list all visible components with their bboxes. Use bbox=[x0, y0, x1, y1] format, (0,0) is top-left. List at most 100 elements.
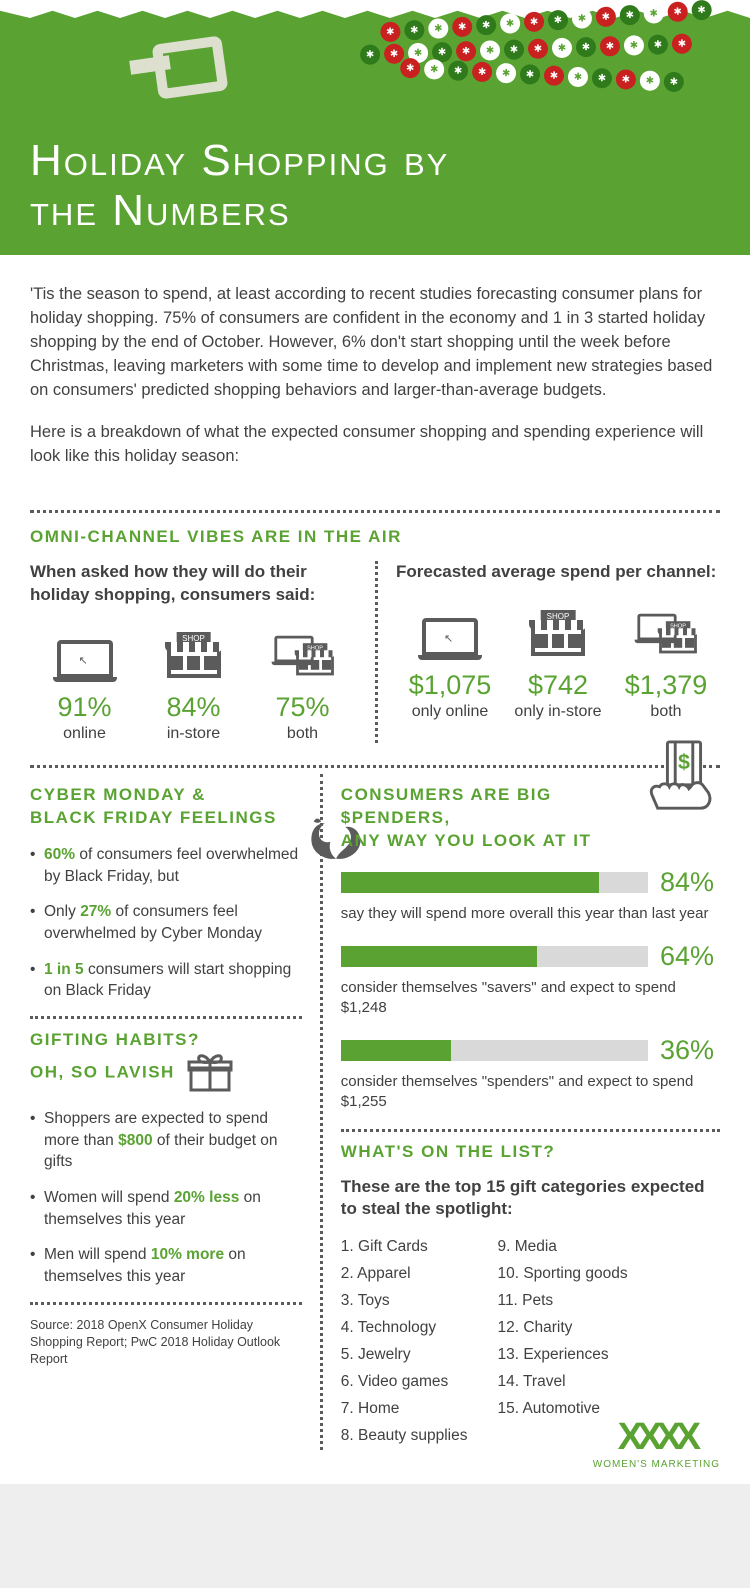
page-title: Holiday Shopping by the Numbers bbox=[30, 136, 449, 237]
bullet-item: Women will spend 20% less on themselves … bbox=[30, 1187, 302, 1230]
source-citation: Source: 2018 OpenX Consumer Holiday Shop… bbox=[30, 1311, 302, 1374]
list-item: 5. Jewelry bbox=[341, 1341, 468, 1368]
highlight: 27% bbox=[80, 903, 111, 920]
title-line-1: Holiday Shopping by bbox=[30, 136, 449, 185]
dotted-divider bbox=[30, 765, 720, 768]
intro-paragraph-1: 'Tis the season to spend, at least accor… bbox=[30, 283, 720, 403]
lower-left-column: CYBER MONDAY &BLACK FRIDAY FEELINGS 60% … bbox=[30, 774, 320, 1450]
list-item: 3. Toys bbox=[341, 1287, 468, 1314]
laptop-icon: ↖ bbox=[57, 640, 113, 678]
intro-paragraph-2: Here is a breakdown of what the expected… bbox=[30, 421, 720, 469]
bar-track bbox=[341, 1040, 648, 1061]
store-icon: SHOP bbox=[531, 612, 585, 656]
bullet-item: Only 27% of consumers feel overwhelmed b… bbox=[30, 901, 302, 944]
infographic-page: ✱✱✱✱✱✱✱✱✱✱✱✱✱✱ ✱✱✱✱✱✱✱✱✱✱✱✱✱✱ ✱✱✱✱✱✱✱✱✱✱… bbox=[0, 0, 750, 1484]
channel-row-right: ↖ $1,075 only online SHOP $742 only in-s… bbox=[396, 604, 720, 721]
stat-label: only online bbox=[396, 703, 504, 721]
lower-right-column: $ CONSUMERS ARE BIG $PENDERS,ANY WAY YOU… bbox=[320, 774, 720, 1450]
gift-icon bbox=[187, 1052, 233, 1094]
money-hand-icon: $ bbox=[640, 738, 728, 816]
bar-fill bbox=[341, 872, 599, 893]
both-icon: SHOP bbox=[635, 608, 697, 656]
list-intro: These are the top 15 gift categories exp… bbox=[341, 1176, 720, 1220]
spend-online: ↖ $1,075 only online bbox=[396, 604, 504, 721]
omni-channel-section: When asked how they will do their holida… bbox=[0, 561, 750, 743]
bar-percent: 64% bbox=[660, 941, 720, 972]
spend-both: SHOP $1,379 both bbox=[612, 604, 720, 721]
dotted-divider bbox=[30, 1016, 302, 1019]
omni-heading: OMNI-CHANNEL VIBES ARE IN THE AIR bbox=[30, 527, 750, 547]
gifting-heading: GIFTING HABITS?OH, SO LAVISH bbox=[30, 1029, 302, 1094]
channel-both: SHOP 75% both bbox=[248, 626, 357, 743]
stat-value: $1,075 bbox=[396, 670, 504, 701]
channel-instore: SHOP 84% in-store bbox=[139, 626, 248, 743]
buckle-icon bbox=[155, 40, 255, 100]
list-item: 13. Experiences bbox=[497, 1341, 627, 1368]
omni-left-column: When asked how they will do their holida… bbox=[30, 561, 375, 743]
bullet-text: of consumers feel overwhelmed by Black F… bbox=[44, 846, 298, 885]
bar-caption: consider themselves "spenders" and expec… bbox=[341, 1072, 720, 1111]
highlight: 60% bbox=[44, 846, 75, 863]
intro-text: 'Tis the season to spend, at least accor… bbox=[0, 255, 750, 504]
bar-caption: say they will spend more overall this ye… bbox=[341, 904, 720, 924]
list-item: 8. Beauty supplies bbox=[341, 1422, 468, 1449]
channel-online: ↖ 91% online bbox=[30, 626, 139, 743]
lower-section: CYBER MONDAY &BLACK FRIDAY FEELINGS 60% … bbox=[0, 774, 750, 1460]
bar-stat: 84% say they will spend more overall thi… bbox=[341, 867, 720, 924]
highlight: $800 bbox=[118, 1132, 152, 1149]
both-icon: SHOP bbox=[272, 630, 334, 678]
bar-stat: 36% consider themselves "spenders" and e… bbox=[341, 1035, 720, 1111]
stat-value: 75% bbox=[248, 692, 357, 723]
stat-value: $1,379 bbox=[612, 670, 720, 701]
list-item: 12. Charity bbox=[497, 1314, 627, 1341]
bar-caption: consider themselves "savers" and expect … bbox=[341, 978, 720, 1017]
bullet-item: 60% of consumers feel overwhelmed by Bla… bbox=[30, 844, 302, 887]
omni-left-question: When asked how they will do their holida… bbox=[30, 561, 357, 605]
bar-track bbox=[341, 946, 648, 967]
list-item: 6. Video games bbox=[341, 1368, 468, 1395]
bar-percent: 36% bbox=[660, 1035, 720, 1066]
bar-stat: 64% consider themselves "savers" and exp… bbox=[341, 941, 720, 1017]
stat-label: in-store bbox=[139, 725, 248, 743]
stat-label: both bbox=[612, 703, 720, 721]
bullet-item: 1 in 5 consumers will start shopping on … bbox=[30, 959, 302, 1002]
highlight: 1 in 5 bbox=[44, 961, 84, 978]
list-item: 7. Home bbox=[341, 1395, 468, 1422]
logo-text: WOMEN'S MARKETING bbox=[593, 1459, 720, 1470]
bullet-item: Shoppers are expected to spend more than… bbox=[30, 1108, 302, 1173]
garland-decoration: ✱✱✱✱✱✱✱✱✱✱✱✱✱✱ ✱✱✱✱✱✱✱✱✱✱✱✱✱✱ ✱✱✱✱✱✱✱✱✱✱… bbox=[350, 10, 750, 94]
bar-fill bbox=[341, 1040, 452, 1061]
list-item: 14. Travel bbox=[497, 1368, 627, 1395]
stat-value: $742 bbox=[504, 670, 612, 701]
stat-label: online bbox=[30, 725, 139, 743]
dotted-divider bbox=[30, 1302, 302, 1305]
highlight: 10% more bbox=[151, 1246, 224, 1263]
highlight: 20% less bbox=[174, 1189, 240, 1206]
bar-fill bbox=[341, 946, 538, 967]
list-item: 11. Pets bbox=[497, 1287, 627, 1314]
brand-logo: XXXX WOMEN'S MARKETING bbox=[593, 1416, 720, 1470]
list-heading: WHAT'S ON THE LIST? bbox=[341, 1142, 720, 1162]
laptop-icon: ↖ bbox=[422, 618, 478, 656]
stat-value: 84% bbox=[139, 692, 248, 723]
stat-label: only in-store bbox=[504, 703, 612, 721]
list-item: 4. Technology bbox=[341, 1314, 468, 1341]
bar-percent: 84% bbox=[660, 867, 720, 898]
bar-track bbox=[341, 872, 648, 893]
list-item: 10. Sporting goods bbox=[497, 1260, 627, 1287]
bullet-text: Men will spend bbox=[44, 1246, 151, 1263]
store-icon: SHOP bbox=[167, 634, 221, 678]
dotted-divider bbox=[341, 1129, 720, 1132]
title-line-2: the Numbers bbox=[30, 186, 291, 235]
stat-value: 91% bbox=[30, 692, 139, 723]
header-banner: ✱✱✱✱✱✱✱✱✱✱✱✱✱✱ ✱✱✱✱✱✱✱✱✱✱✱✱✱✱ ✱✱✱✱✱✱✱✱✱✱… bbox=[0, 0, 750, 255]
bullet-item: Men will spend 10% more on themselves th… bbox=[30, 1244, 302, 1287]
channel-row-left: ↖ 91% online SHOP 84% in-store SHOP 75% … bbox=[30, 626, 357, 743]
list-item: 9. Media bbox=[497, 1233, 627, 1260]
list-item: 1. Gift Cards bbox=[341, 1233, 468, 1260]
cyber-bullets: 60% of consumers feel overwhelmed by Bla… bbox=[30, 844, 302, 1002]
svg-text:$: $ bbox=[678, 750, 690, 774]
omni-right-question: Forecasted average spend per channel: bbox=[396, 561, 720, 583]
omni-right-column: Forecasted average spend per channel: ↖ … bbox=[375, 561, 720, 743]
gifting-bullets: Shoppers are expected to spend more than… bbox=[30, 1108, 302, 1288]
